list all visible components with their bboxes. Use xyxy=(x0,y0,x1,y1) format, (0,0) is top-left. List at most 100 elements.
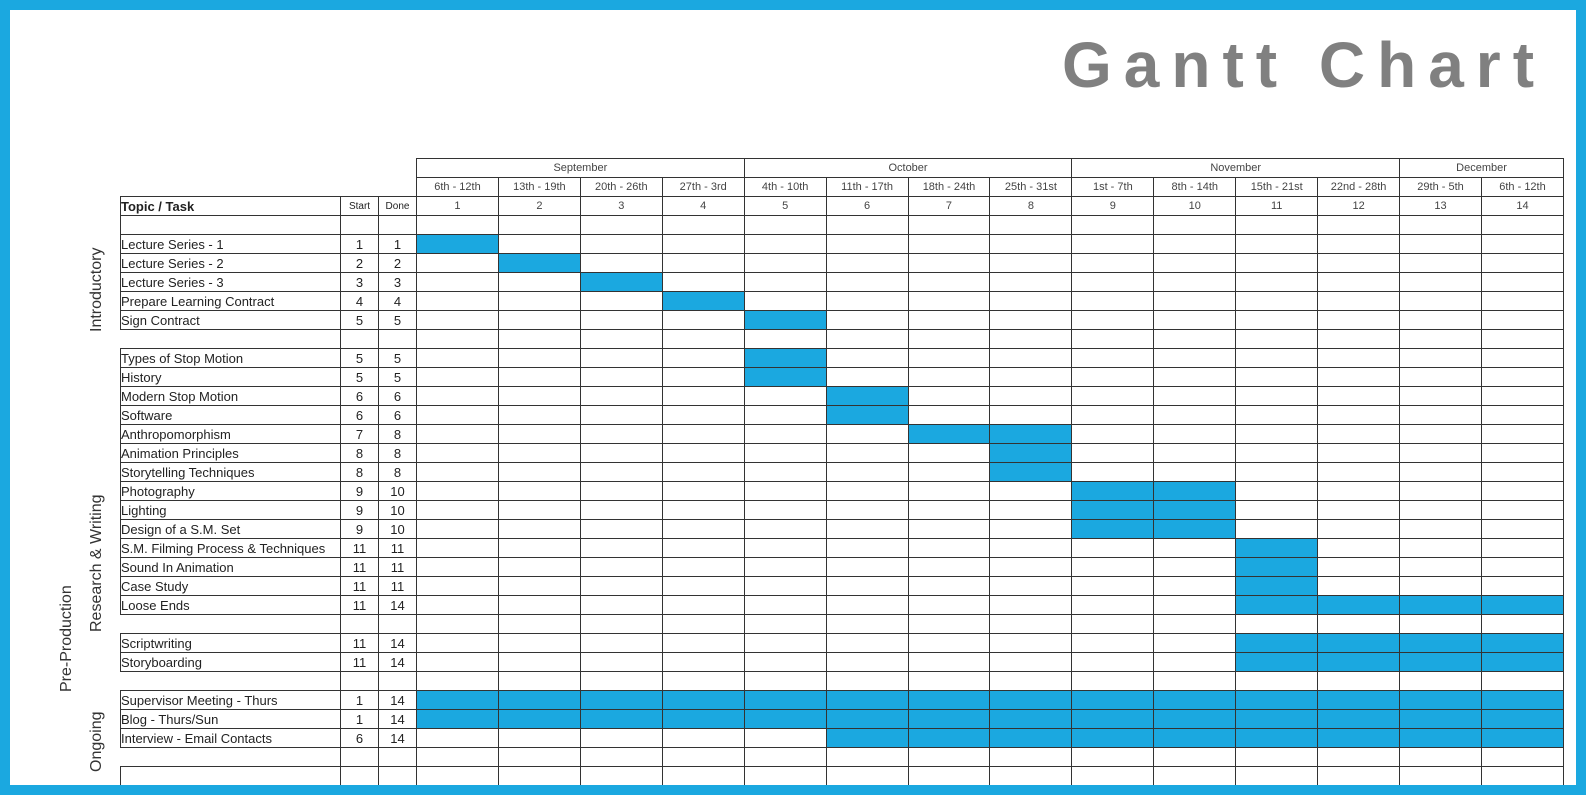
week-number-header: 4 xyxy=(662,197,744,216)
gantt-cell xyxy=(1481,254,1563,273)
gantt-cell xyxy=(826,729,908,748)
gantt-cell xyxy=(417,235,499,254)
gantt-cell xyxy=(990,425,1072,444)
task-start: 9 xyxy=(341,520,379,539)
task-start: 2 xyxy=(341,254,379,273)
gantt-cell xyxy=(1400,387,1482,406)
gantt-cell xyxy=(1318,482,1400,501)
gantt-frame: Gantt Chart IntroductoryResearch & Writi… xyxy=(0,0,1586,795)
gantt-cell xyxy=(1236,539,1318,558)
task-done: 4 xyxy=(379,292,417,311)
gantt-cell xyxy=(990,596,1072,615)
gantt-cell xyxy=(1318,292,1400,311)
task-name: Types of Stop Motion xyxy=(121,349,341,368)
gantt-cell xyxy=(1154,577,1236,596)
gantt-cell xyxy=(498,292,580,311)
gantt-cell xyxy=(1481,311,1563,330)
gantt-cell xyxy=(1154,292,1236,311)
gantt-cell xyxy=(1400,311,1482,330)
date-range-header: 11th - 17th xyxy=(826,178,908,197)
gantt-cell xyxy=(1481,729,1563,748)
gantt-cell xyxy=(1236,501,1318,520)
task-start: 8 xyxy=(341,463,379,482)
gantt-cell xyxy=(1481,292,1563,311)
gantt-cell xyxy=(826,653,908,672)
gantt-cell xyxy=(580,710,662,729)
gantt-cell xyxy=(1400,539,1482,558)
gantt-cell xyxy=(990,634,1072,653)
gantt-cell xyxy=(1072,292,1154,311)
gantt-cell xyxy=(1236,691,1318,710)
gantt-cell xyxy=(1072,235,1154,254)
task-done: 2 xyxy=(379,254,417,273)
gantt-cell xyxy=(1154,406,1236,425)
gantt-cell xyxy=(826,463,908,482)
gantt-cell xyxy=(744,254,826,273)
gantt-cell xyxy=(580,482,662,501)
gantt-cell xyxy=(417,254,499,273)
gantt-cell xyxy=(1481,444,1563,463)
gantt-cell xyxy=(580,520,662,539)
table-row: Sound In Animation1111 xyxy=(121,558,1564,577)
gantt-cell xyxy=(1154,558,1236,577)
week-number-header: 11 xyxy=(1236,197,1318,216)
gantt-cell xyxy=(417,558,499,577)
task-name: Loose Ends xyxy=(121,596,341,615)
gantt-cell xyxy=(990,311,1072,330)
gantt-cell xyxy=(1400,520,1482,539)
gantt-cell xyxy=(1072,444,1154,463)
gantt-cell xyxy=(1154,729,1236,748)
task-start: 9 xyxy=(341,501,379,520)
gantt-cell xyxy=(908,444,990,463)
gantt-cell xyxy=(744,406,826,425)
gantt-cell xyxy=(908,539,990,558)
gantt-cell xyxy=(662,463,744,482)
gantt-cell xyxy=(990,653,1072,672)
task-done: 8 xyxy=(379,425,417,444)
gantt-cell xyxy=(826,254,908,273)
gantt-cell xyxy=(1318,406,1400,425)
task-name: Supervisor Meeting - Thurs xyxy=(121,691,341,710)
gantt-cell xyxy=(1481,596,1563,615)
task-start: 11 xyxy=(341,577,379,596)
gantt-cell xyxy=(498,235,580,254)
gantt-cell xyxy=(990,406,1072,425)
task-start: 11 xyxy=(341,634,379,653)
gantt-cell xyxy=(498,463,580,482)
task-start: 11 xyxy=(341,596,379,615)
gantt-cell xyxy=(744,520,826,539)
gantt-cell xyxy=(1481,406,1563,425)
table-row: Storytelling Techniques88 xyxy=(121,463,1564,482)
gantt-cell xyxy=(580,539,662,558)
task-name: Storyboarding xyxy=(121,653,341,672)
gantt-cell xyxy=(1318,368,1400,387)
gantt-cell xyxy=(1481,558,1563,577)
gantt-cell xyxy=(744,710,826,729)
gantt-cell xyxy=(744,653,826,672)
table-row: Lecture Series - 333 xyxy=(121,273,1564,292)
gantt-cell xyxy=(1236,463,1318,482)
table-row: Interview - Email Contacts614 xyxy=(121,729,1564,748)
gantt-cell xyxy=(826,444,908,463)
task-start: 11 xyxy=(341,539,379,558)
gantt-cell xyxy=(1481,482,1563,501)
gantt-cell xyxy=(1154,349,1236,368)
task-start: 11 xyxy=(341,558,379,577)
gantt-cell xyxy=(1072,634,1154,653)
gantt-cell xyxy=(1236,254,1318,273)
task-done: 10 xyxy=(379,520,417,539)
task-name: Software xyxy=(121,406,341,425)
gantt-cell xyxy=(908,368,990,387)
task-name: Lecture Series - 3 xyxy=(121,273,341,292)
gantt-cell xyxy=(662,254,744,273)
gantt-cell xyxy=(662,482,744,501)
gantt-cell xyxy=(1318,311,1400,330)
gantt-cell xyxy=(1318,539,1400,558)
task-done: 14 xyxy=(379,634,417,653)
task-done: 10 xyxy=(379,482,417,501)
gantt-cell xyxy=(417,577,499,596)
gantt-cell xyxy=(1400,349,1482,368)
gantt-cell xyxy=(1400,235,1482,254)
gantt-cell xyxy=(1236,520,1318,539)
table-row: Animation Principles88 xyxy=(121,444,1564,463)
